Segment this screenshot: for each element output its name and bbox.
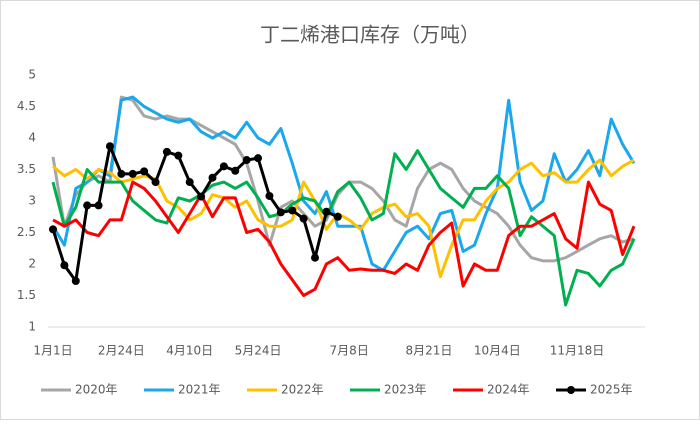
x-tick-label: 7月8日 [330,344,369,358]
point-marker [208,173,217,182]
point-marker [333,212,342,221]
point-marker [299,214,308,223]
point-marker [71,277,80,286]
x-tick-label: 8月21日 [405,344,452,358]
y-tick-label: 5 [28,68,36,82]
point-marker [117,169,126,178]
point-marker [254,154,263,163]
y-tick-label: 1.5 [17,288,36,302]
y-tick-label: 2.5 [17,225,36,239]
legend-label: 2025年 [590,383,633,397]
y-tick-label: 4 [28,131,36,145]
y-tick-label: 3.5 [17,162,36,176]
point-marker [311,253,320,262]
x-tick-label: 11月18日 [550,344,605,358]
legend-marker [567,386,575,394]
legend-label: 2024年 [487,383,530,397]
series-line [52,180,636,297]
point-marker [265,191,274,200]
point-marker [151,178,160,187]
point-marker [140,167,149,176]
point-marker [197,192,206,201]
point-marker [128,169,137,178]
point-marker [322,207,331,216]
point-marker [185,178,194,187]
legend-label: 2021年 [178,383,221,397]
x-tick-label: 5月24日 [235,344,282,358]
point-marker [288,206,297,215]
chart-title: 丁二烯港口库存（万吨） [260,23,480,47]
x-tick-label: 1月1日 [33,344,72,358]
x-tick-label: 10月4日 [474,344,521,358]
point-marker [49,225,57,234]
point-marker [174,151,183,160]
y-tick-label: 4.5 [17,99,36,113]
point-marker [276,208,285,217]
point-marker [231,166,240,175]
point-marker [219,162,228,171]
series-line [51,95,636,272]
point-marker [105,142,114,151]
x-tick-label: 2月24日 [98,344,145,358]
point-marker [60,261,69,270]
legend-label: 2023年 [384,383,427,397]
legend-label: 2022年 [281,383,324,397]
point-marker [94,201,103,210]
x-tick-label: 4月10日 [166,344,213,358]
y-tick-label: 3 [28,194,36,208]
y-tick-label: 2 [28,257,36,271]
point-marker [162,147,171,156]
point-marker [83,201,92,210]
legend-label: 2020年 [75,383,118,397]
y-tick-label: 1 [28,320,36,334]
point-marker [242,156,251,165]
